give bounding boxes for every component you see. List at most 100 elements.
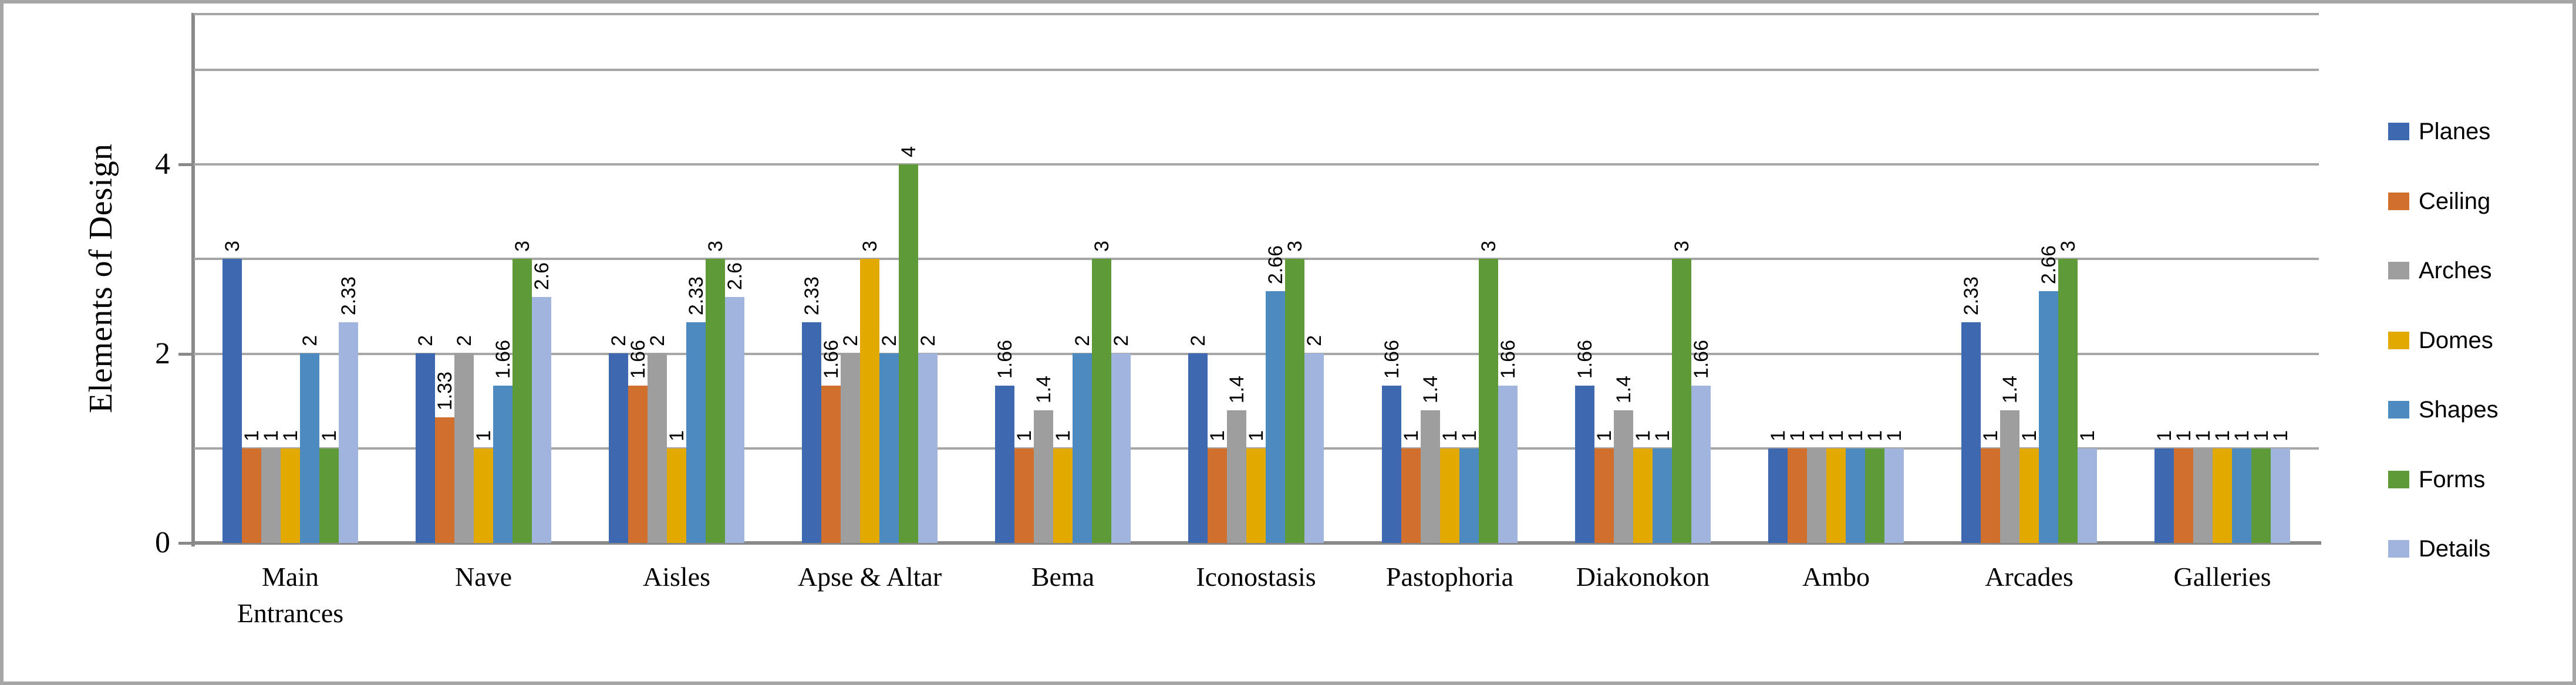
data-label-details-11: 1 bbox=[2269, 430, 2292, 441]
bar-shapes-10 bbox=[2039, 291, 2058, 543]
legend-label-details: Details bbox=[2419, 535, 2491, 562]
bar-arches-6 bbox=[1227, 410, 1246, 543]
data-label-details-4: 2 bbox=[916, 335, 939, 346]
bar-planes-1 bbox=[222, 259, 242, 543]
bar-forms-2 bbox=[512, 259, 532, 543]
bar-ceiling-6 bbox=[1208, 448, 1227, 543]
bar-planes-10 bbox=[1961, 322, 1981, 543]
legend-label-planes: Planes bbox=[2419, 118, 2491, 144]
bar-ceiling-3 bbox=[628, 386, 648, 543]
legend-swatch-ceiling bbox=[2388, 193, 2409, 210]
category-label-2: Nave bbox=[454, 562, 512, 592]
category-label-9: Ambo bbox=[1802, 562, 1870, 592]
data-label-planes-10: 2.33 bbox=[1960, 276, 1982, 315]
data-label-details-6: 2 bbox=[1303, 335, 1326, 346]
data-label-shapes-5: 2 bbox=[1071, 335, 1094, 346]
legend-label-domes: Domes bbox=[2419, 327, 2493, 353]
bar-details-11 bbox=[2271, 448, 2290, 543]
legend-swatch-details bbox=[2388, 540, 2409, 558]
plot-area: 3 2 2 2.33 1.66 2 1.66 1.66 1 2.33 1 1 1.33 1.66 1.66 1… bbox=[194, 13, 2319, 543]
data-label-planes-7: 1.66 bbox=[1380, 339, 1403, 379]
legend: Planes Ceiling Arches Domes Shapes Forms Detai… bbox=[2388, 0, 2564, 685]
y-tick-label-4: 4 bbox=[155, 147, 170, 181]
bar-shapes-6 bbox=[1266, 291, 1285, 543]
bar-planes-5 bbox=[995, 386, 1014, 543]
data-label-shapes-3: 2.33 bbox=[685, 276, 707, 315]
data-label-shapes-1: 2 bbox=[298, 335, 321, 346]
bar-shapes-3 bbox=[686, 322, 706, 543]
legend-item-domes: Domes bbox=[2388, 328, 2493, 353]
bar-domes-6 bbox=[1246, 448, 1266, 543]
legend-item-arches: Arches bbox=[2388, 258, 2492, 284]
data-label-forms-5: 3 bbox=[1090, 241, 1113, 252]
data-label-details-1: 2.33 bbox=[337, 276, 360, 315]
y-tick-label-0: 0 bbox=[155, 526, 170, 559]
data-label-details-5: 2 bbox=[1110, 335, 1132, 346]
bar-arches-5 bbox=[1034, 410, 1053, 543]
data-label-forms-7: 3 bbox=[1477, 241, 1500, 252]
bar-shapes-5 bbox=[1073, 353, 1092, 543]
bar-arches-1 bbox=[261, 448, 281, 543]
legend-swatch-domes bbox=[2388, 332, 2409, 349]
bar-details-3 bbox=[725, 297, 744, 543]
legend-swatch-planes bbox=[2388, 123, 2409, 140]
bar-arches-9 bbox=[1807, 448, 1826, 543]
category-label-10: Arcades bbox=[1985, 562, 2073, 592]
bar-planes-8 bbox=[1575, 386, 1594, 543]
gridline-2 bbox=[194, 352, 2319, 355]
bar-forms-8 bbox=[1672, 259, 1691, 543]
bar-shapes-1 bbox=[300, 353, 319, 543]
bar-arches-8 bbox=[1614, 410, 1633, 543]
data-label-planes-8: 1.66 bbox=[1573, 339, 1596, 379]
gridline-1 bbox=[194, 447, 2319, 450]
data-label-domes-2: 1 bbox=[472, 430, 495, 441]
bar-forms-5 bbox=[1092, 259, 1111, 543]
bar-forms-10 bbox=[2058, 259, 2078, 543]
bar-forms-9 bbox=[1865, 448, 1884, 543]
data-label-forms-10: 3 bbox=[2056, 241, 2079, 252]
bar-forms-3 bbox=[706, 259, 725, 543]
bar-details-2 bbox=[532, 297, 551, 543]
data-label-details-3: 2.6 bbox=[723, 262, 746, 290]
bar-details-8 bbox=[1691, 386, 1711, 543]
bar-details-5 bbox=[1111, 353, 1131, 543]
y-axis-title: Elements of Design bbox=[83, 143, 119, 413]
data-label-planes-1: 3 bbox=[221, 241, 244, 252]
legend-item-ceiling: Ceiling bbox=[2388, 188, 2490, 214]
y-tick-label-2: 2 bbox=[155, 336, 170, 370]
gridline-3 bbox=[194, 258, 2319, 261]
data-label-planes-5: 1.66 bbox=[993, 339, 1016, 379]
category-label-8: Diakonokon bbox=[1576, 562, 1710, 592]
data-label-arches-5: 1.4 bbox=[1032, 375, 1055, 403]
bar-domes-4 bbox=[860, 259, 879, 543]
data-label-arches-3: 2 bbox=[646, 335, 669, 346]
data-label-arches-8: 1.4 bbox=[1612, 375, 1635, 403]
bar-ceiling-7 bbox=[1401, 448, 1421, 543]
bar-shapes-4 bbox=[879, 353, 899, 543]
data-label-planes-2: 2 bbox=[414, 335, 437, 346]
x-axis-line bbox=[191, 541, 2321, 545]
data-label-ceiling-8: 1 bbox=[1593, 430, 1616, 441]
bar-details-7 bbox=[1498, 386, 1518, 543]
data-label-shapes-2: 1.66 bbox=[491, 339, 514, 379]
bar-shapes-9 bbox=[1846, 448, 1865, 543]
data-label-domes-5: 1 bbox=[1051, 430, 1074, 441]
y-tick-4 bbox=[178, 163, 193, 166]
data-label-details-7: 1.66 bbox=[1496, 339, 1519, 379]
data-label-arches-7: 1.4 bbox=[1419, 375, 1442, 403]
category-label-7: Pastophoria bbox=[1385, 562, 1514, 592]
data-label-forms-1: 1 bbox=[318, 430, 340, 441]
data-label-forms-3: 3 bbox=[704, 241, 727, 252]
data-label-shapes-8: 1 bbox=[1651, 430, 1674, 441]
legend-item-shapes: Shapes bbox=[2388, 397, 2499, 423]
bar-forms-4 bbox=[899, 164, 918, 543]
legend-label-forms: Forms bbox=[2419, 466, 2486, 492]
bar-domes-10 bbox=[2019, 448, 2039, 543]
gridline-5 bbox=[194, 68, 2319, 71]
bar-arches-10 bbox=[2000, 410, 2019, 543]
data-label-planes-6: 2 bbox=[1186, 335, 1209, 346]
bar-ceiling-10 bbox=[1981, 448, 2000, 543]
bar-planes-9 bbox=[1768, 448, 1788, 543]
data-label-shapes-4: 2 bbox=[878, 335, 901, 346]
bar-domes-9 bbox=[1826, 448, 1846, 543]
